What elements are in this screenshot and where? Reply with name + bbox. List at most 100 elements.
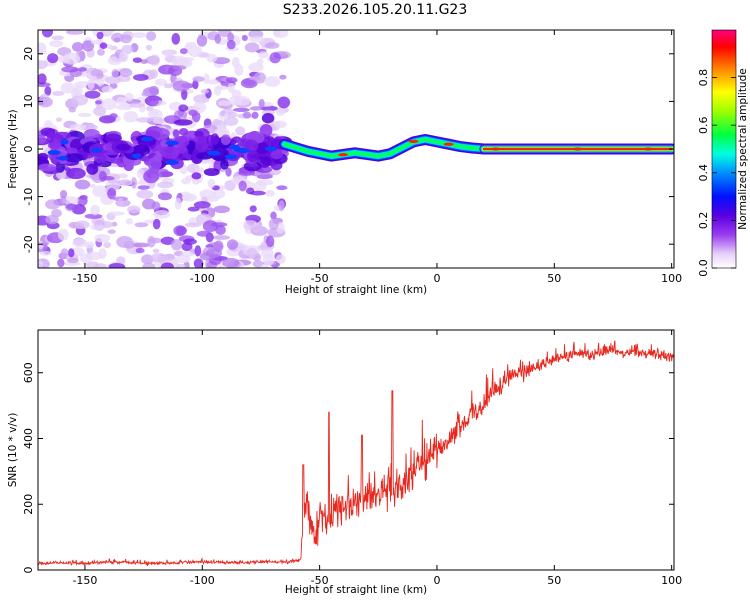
snr-y-tick-label: 400 [22,428,35,449]
heatmap-noise-blob [274,120,287,129]
heatmap-band-blob [246,150,260,163]
heatmap-noise-blob [126,205,141,214]
heatmap-band-blob [86,163,99,175]
heatmap-noise-blob [178,57,195,62]
heatmap-noise-blob [141,92,149,97]
heatmap-noise-blob [94,233,111,243]
chart-title: S233.2026.105.20.11.G23 [282,2,468,18]
snr-x-tick-label: 0 [433,574,440,587]
heatmap-noise-blob [260,264,269,268]
heatmap-noise-blob [227,82,235,93]
heatmap-noise-blob [85,251,103,261]
heatmap-noise-blob [178,104,189,112]
heatmap-band-blob [38,152,49,161]
heatmap-noise-blob [117,198,124,207]
heatmap-noise-blob [252,260,264,268]
colorbar-tick-label: 0.0 [697,259,710,277]
heatmap-noise-blob [249,222,262,233]
heatmap-band-blob [270,150,283,160]
heatmap-noise-blob [240,78,258,89]
heatmap-noise-blob [101,85,114,93]
heatmap-noise-blob [145,31,157,41]
heatmap-noise-blob [242,111,252,119]
heatmap-noise-blob [118,68,133,78]
heatmap-noise-blob [67,257,79,264]
heatmap-band-blob [254,142,270,154]
heatmap-noise-blob [95,100,102,105]
heatmap-noise-blob [93,106,107,117]
heatmap-band-blob [194,139,208,153]
heatmap-noise-blob [135,117,153,123]
heatmap-ridge-layer [278,134,674,162]
heatmap-noise-blob [202,220,218,233]
heatmap-x-tick-label: 50 [547,272,561,285]
snr-x-tick-label: 50 [547,574,561,587]
heatmap-noise-blob [38,73,47,85]
heatmap-noise-blob [183,238,197,245]
heatmap-noise-blob [96,31,104,40]
heatmap-noise-blob [119,50,129,63]
heatmap-x-tick-label: 0 [433,272,440,285]
heatmap-noise-blob [99,42,108,50]
heatmap-noise-blob [181,193,198,202]
heatmap-noise-blob [172,65,187,70]
heatmap-noise-blob [200,88,210,94]
heatmap-noise-blob [243,220,257,226]
heatmap-noise-blob [66,203,78,211]
heatmap-noise-blob [132,57,143,63]
heatmap-noise-blob [90,204,100,216]
snr-panel: -150 -100 -50 0 50 100 0 200 400 600 Height of s… [7,329,682,596]
heatmap-noise-blob [90,223,106,231]
heatmap-band-blob [64,153,84,163]
colorbar: 0.0 0.2 0.4 0.6 0.8 Normalized spectral ampl… [697,29,749,277]
heatmap-ridge-hotspot [338,153,349,157]
heatmap-band-blob [174,135,190,148]
heatmap-y-tick-label: 10 [22,94,35,108]
heatmap-noise-blob [273,30,281,38]
heatmap-noise-blob [193,94,210,104]
heatmap-band-blob [220,159,229,170]
snr-x-axis: -150 -100 -50 0 50 100 [72,330,682,587]
heatmap-noise-blob [111,69,119,78]
snr-x-tick-label: -50 [311,574,329,587]
heatmap-noise-blob [270,211,277,220]
heatmap-noise-blob [157,181,174,189]
heatmap-ridge-hotspot [572,147,583,151]
heatmap-noise-blob [84,213,103,219]
heatmap-noise-layer [38,30,293,268]
snr-x-tick-label: -150 [72,574,97,587]
heatmap-noise-blob [100,175,115,181]
heatmap-noise-blob [69,123,87,131]
heatmap-noise-blob [103,241,112,249]
heatmap-noise-blob [151,201,161,211]
heatmap-noise-blob [128,102,145,108]
heatmap-noise-blob [275,107,286,116]
heatmap-band-blob [261,112,275,124]
heatmap-noise-blob [120,34,133,44]
heatmap-noise-blob [251,111,259,119]
heatmap-noise-blob [206,53,218,63]
heatmap-noise-blob [88,183,96,189]
heatmap-noise-blob [51,35,64,41]
heatmap-noise-blob [62,196,79,205]
heatmap-noise-blob [152,248,160,254]
snr-y-tick-label: 0 [22,567,35,574]
snr-series-line [38,340,674,567]
heatmap-noise-blob [184,222,202,228]
heatmap-noise-blob [38,96,53,108]
heatmap-band-blob [191,172,202,180]
heatmap-noise-blob [38,60,48,70]
heatmap-noise-blob [96,49,105,56]
heatmap-noise-blob [249,190,266,196]
heatmap-noise-blob [51,208,62,218]
heatmap-band-blob [194,130,204,137]
heatmap-noise-blob [67,248,75,258]
heatmap-noise-blob [176,263,187,268]
heatmap-noise-blob [256,179,274,186]
colorbar-gradient [712,30,736,268]
heatmap-noise-blob [118,173,128,179]
heatmap-noise-blob [103,30,115,34]
heatmap-noise-blob [232,107,250,112]
heatmap-noise-blob [187,206,200,212]
